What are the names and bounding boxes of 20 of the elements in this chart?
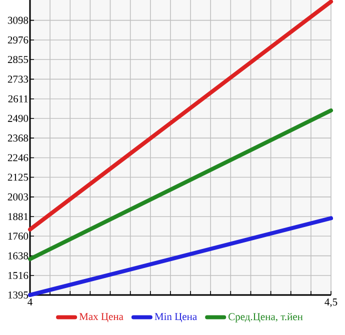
y-tick-label: 2855: [8, 56, 28, 64]
y-tick-label: 2003: [8, 193, 28, 200]
y-tick-label: 1516: [8, 272, 28, 280]
y-tick-label: 2976: [8, 36, 28, 44]
y-tick-label: 2490: [8, 114, 28, 122]
y-tick-label: 1395: [8, 291, 28, 299]
legend-label: Max Цена: [79, 313, 124, 322]
y-tick-label: 2733: [8, 76, 28, 83]
y-tick-label: 2246: [8, 154, 28, 162]
x-tick-label: 4,5: [324, 298, 338, 308]
y-tick-label: 2368: [8, 134, 28, 142]
y-tick-label: 2125: [8, 174, 28, 181]
y-tick-label: 3098: [8, 16, 28, 24]
x-tick-label: 4: [28, 298, 32, 306]
y-tick-label: 1760: [8, 232, 28, 240]
y-tick-label: 2611: [8, 95, 28, 102]
y-tick-label: 1638: [8, 252, 28, 260]
y-tick-label: 1881: [8, 213, 28, 220]
legend-label: Сред.Цена, т.йен: [228, 312, 303, 322]
legend-label: Min Цена: [154, 313, 197, 322]
